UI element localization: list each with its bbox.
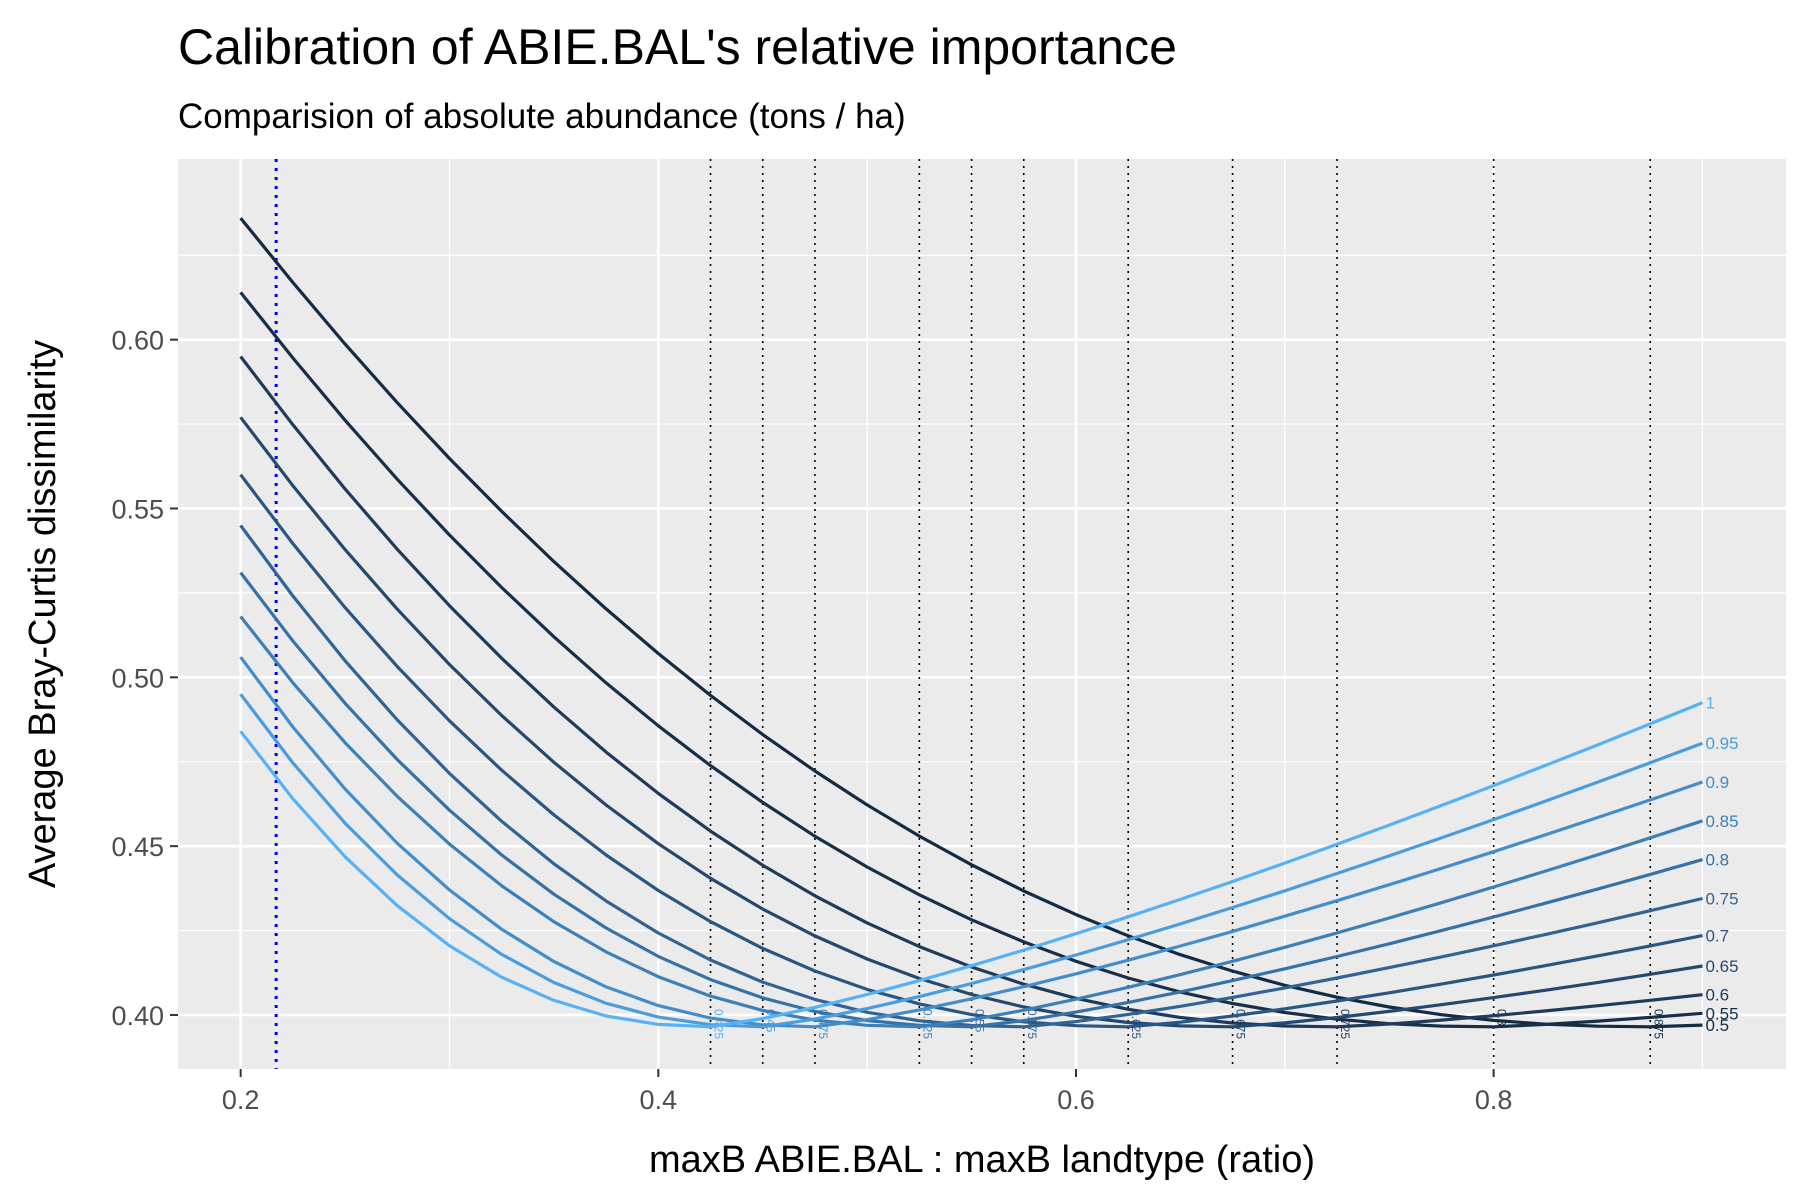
series-label-0.9: 0.9 [1705, 773, 1729, 792]
x-tick-label: 0.2 [222, 1085, 260, 1115]
series-labels: 0.50.550.6 0.65 0.7 0.75 0.8 0.85 0.9 0.95 1 [1705, 694, 1738, 1035]
series-label-0.6: 0.6 [1705, 986, 1729, 1005]
series-line-0.85 [239, 615, 1703, 1029]
series-line-0.65 [239, 416, 1703, 1029]
series-label-1: 1 [1705, 694, 1714, 713]
series-label-0.65: 0.65 [1705, 957, 1738, 976]
series-line-0.7 [239, 473, 1703, 1029]
chart-title: Calibration of ABIE.BAL's relative impor… [178, 19, 1177, 75]
series-label-0.95: 0.95 [1705, 734, 1738, 753]
optimum-line-label: 0.575 [1025, 1009, 1039, 1039]
series-line-1 [239, 701, 1704, 1029]
y-tick-label: 0.50 [111, 663, 164, 693]
series-label-0.7: 0.7 [1705, 927, 1729, 946]
x-axis-title: maxB ABIE.BAL : maxB landtype (ratio) [649, 1139, 1315, 1181]
optimum-line-label: 0.8 [1495, 1009, 1509, 1026]
plot-background [178, 159, 1786, 1069]
series-label-0.75: 0.75 [1705, 889, 1738, 908]
series-line-0.9 [239, 656, 1704, 1029]
y-tick-label: 0.45 [111, 832, 164, 862]
plot-area: 0.425 0.45 0.475 0.525 0.55 0.575 0.625 0.675 0.… [178, 159, 1786, 1069]
series-line-0.55 [239, 291, 1703, 1029]
series-line-0.5 [239, 217, 1703, 1029]
x-tick-label: 0.6 [1057, 1085, 1095, 1115]
series-label-0.8: 0.8 [1705, 851, 1729, 870]
y-tick-label: 0.40 [111, 1001, 164, 1031]
series-label-0.55: 0.55 [1705, 1004, 1738, 1023]
x-tick-label: 0.4 [640, 1085, 678, 1115]
series-label-0.5: 0.5 [1705, 1016, 1729, 1035]
series-line-0.95 [239, 693, 1704, 1029]
chart-subtitle: Comparision of absolute abundance (tons … [178, 97, 906, 136]
series-line-0.8 [239, 571, 1703, 1029]
series-lines [239, 217, 1704, 1029]
x-tick-label: 0.8 [1475, 1085, 1513, 1115]
x-axis: 0.2 0.4 0.6 0.8 [222, 1069, 1513, 1115]
grid-minor [178, 159, 1786, 1069]
optimum-line-label: 0.875 [1651, 1009, 1665, 1039]
y-tick-label: 0.60 [111, 326, 164, 356]
y-axis-title: Average Bray-Curtis dissimilarity [22, 340, 64, 888]
y-tick-label: 0.55 [111, 494, 164, 524]
series-label-0.85: 0.85 [1705, 812, 1738, 831]
optimum-line-label: 0.725 [1338, 1009, 1352, 1039]
y-axis: 0.40 0.45 0.50 0.55 0.60 [111, 326, 178, 1031]
